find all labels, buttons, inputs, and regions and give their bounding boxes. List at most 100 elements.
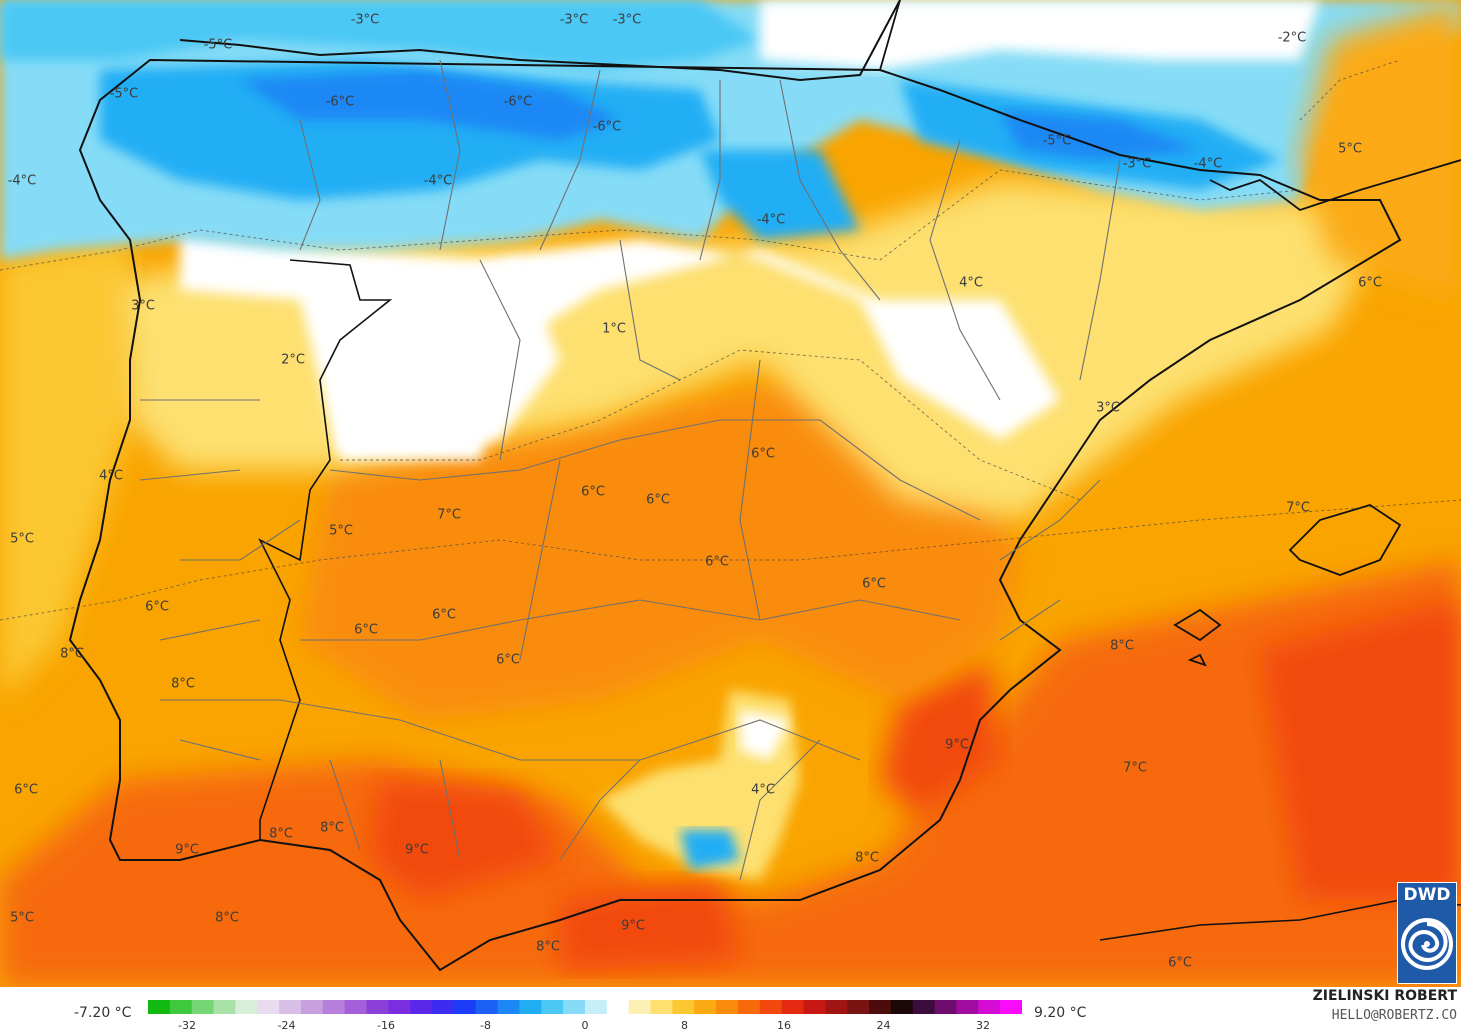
temperature-label: 5°C <box>1338 142 1362 157</box>
temperature-label: 6°C <box>145 600 169 615</box>
temperature-label: -5°C <box>110 87 139 102</box>
color-swatch <box>148 1000 171 1014</box>
temperature-label: -6°C <box>326 95 355 110</box>
color-swatch <box>300 1000 324 1014</box>
temperature-label: -3°C <box>560 13 589 28</box>
temperature-label: 9°C <box>405 843 429 858</box>
color-swatch <box>453 1000 477 1014</box>
temperature-label: 8°C <box>269 827 293 842</box>
temperature-label: -4°C <box>1194 157 1223 172</box>
temperature-map: -3°C -3°C -3°C -2°C -5°C -5°C -6°C -6°C -6°C -5°C… <box>0 0 1461 987</box>
color-swatch <box>563 1000 586 1014</box>
color-swatch <box>388 1000 411 1014</box>
temperature-label: 5°C <box>10 532 34 547</box>
temperature-labels: -3°C -3°C -3°C -2°C -5°C -5°C -6°C -6°C -6°C -5°C… <box>8 13 1382 971</box>
temperature-label: 6°C <box>354 623 378 638</box>
temperature-label: 9°C <box>621 919 645 934</box>
color-swatch <box>912 1000 936 1014</box>
scale-tick-label: -24 <box>277 1019 296 1032</box>
color-swatch <box>716 1000 739 1014</box>
temperature-label: -3°C <box>351 13 380 28</box>
scale-tick-label: 0 <box>581 1019 589 1032</box>
temperature-label: -3°C <box>613 13 642 28</box>
color-swatch <box>585 1000 608 1014</box>
swirl-icon <box>1401 918 1453 970</box>
temperature-label: 5°C <box>329 524 353 539</box>
temperature-label: -5°C <box>1043 134 1072 149</box>
balearic-islands <box>1173 504 1402 667</box>
temperature-label: -6°C <box>504 95 533 110</box>
color-swatch <box>191 1000 215 1014</box>
color-swatch <box>432 1000 455 1014</box>
scale-tick-label: -16 <box>377 1019 395 1032</box>
scale-tick-label: -32 <box>178 1019 196 1032</box>
legend-min-label: -7.20 °C <box>74 1005 132 1021</box>
color-swatch <box>344 1000 367 1014</box>
color-swatch <box>803 1000 826 1014</box>
temperature-field <box>0 0 1461 987</box>
scale-tick-label: -8 <box>480 1019 491 1032</box>
temperature-label: 4°C <box>99 469 123 484</box>
color-swatch <box>606 1000 630 1014</box>
legend-max-label: 9.20 °C <box>1034 1005 1087 1021</box>
temperature-label: 8°C <box>60 647 84 662</box>
temperature-label: 8°C <box>1110 639 1134 654</box>
color-swatch <box>956 1000 979 1014</box>
author-credit: ZIELINSKI ROBERT <box>1312 988 1457 1004</box>
temperature-label: -3°C <box>1123 157 1152 172</box>
temperature-label: 6°C <box>751 447 775 462</box>
temperature-label: 1°C <box>602 322 626 337</box>
color-swatch <box>279 1000 302 1014</box>
temperature-label: -4°C <box>8 174 37 189</box>
temperature-label: 7°C <box>1123 761 1147 776</box>
color-swatch <box>475 1000 499 1014</box>
temperature-label: -6°C <box>593 120 622 135</box>
temperature-label: 9°C <box>175 843 199 858</box>
scale-tick-label: 16 <box>777 1019 791 1032</box>
color-swatch <box>847 1000 870 1014</box>
scale-tick-label: 8 <box>681 1019 688 1032</box>
temperature-label: -4°C <box>757 213 786 228</box>
temperature-label: 6°C <box>14 783 38 798</box>
temperature-label: 6°C <box>432 608 456 623</box>
temperature-label: 8°C <box>215 911 239 926</box>
temperature-label: 8°C <box>536 940 560 955</box>
color-swatch <box>672 1000 695 1014</box>
scale-tick-label: 32 <box>976 1019 990 1032</box>
portugal-border <box>258 259 393 840</box>
color-swatch <box>213 1000 236 1014</box>
coastline <box>68 0 1402 972</box>
color-swatch <box>322 1000 346 1014</box>
temperature-label: 7°C <box>437 508 461 523</box>
temperature-label: 6°C <box>496 653 520 668</box>
temperature-label: 8°C <box>855 851 879 866</box>
color-swatch <box>519 1000 542 1014</box>
temperature-label: 8°C <box>171 677 195 692</box>
temperature-label: 9°C <box>945 738 969 753</box>
color-swatch <box>934 1000 957 1014</box>
temperature-label: 6°C <box>705 555 729 570</box>
color-swatch <box>781 1000 804 1014</box>
color-swatch <box>628 1000 652 1014</box>
color-swatch <box>978 1000 1001 1014</box>
temperature-label: -2°C <box>1278 31 1307 46</box>
color-swatch <box>1000 1000 1022 1014</box>
color-swatch <box>497 1000 520 1014</box>
dwd-logo: DWD <box>1397 882 1457 984</box>
temperature-label: 8°C <box>320 821 344 836</box>
author-email: HELLO@ROBERTZ.CO <box>1331 1008 1457 1023</box>
temperature-label: 3°C <box>1096 401 1120 416</box>
color-swatch <box>869 1000 892 1014</box>
scale-tick-label: 24 <box>876 1019 891 1032</box>
isotherms <box>0 59 1461 621</box>
temperature-label: 6°C <box>646 493 670 508</box>
color-swatch <box>890 1000 914 1014</box>
color-swatch <box>694 1000 717 1014</box>
temperature-label: 7°C <box>1286 501 1310 516</box>
temperature-label: 4°C <box>959 276 983 291</box>
dwd-logo-text: DWD <box>1403 885 1451 905</box>
color-swatch <box>650 1000 673 1014</box>
color-swatch <box>257 1000 280 1014</box>
color-swatch <box>737 1000 761 1014</box>
temperature-label: 2°C <box>281 353 305 368</box>
